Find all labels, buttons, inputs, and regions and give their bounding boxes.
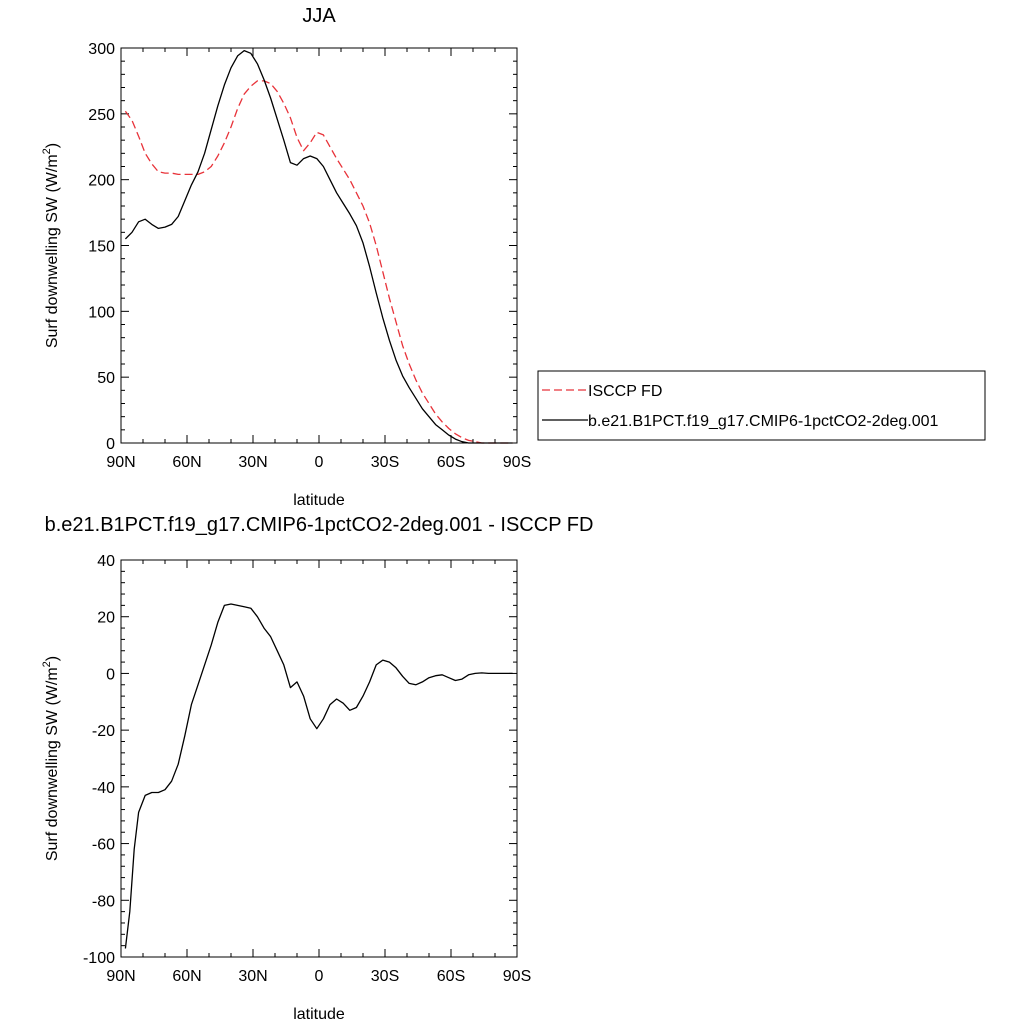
y-tick-label: -100 — [83, 950, 115, 967]
y-axis-title: Surf downwelling SW (W/m2) — [41, 656, 61, 861]
bottom-panel-difference: b.e21.B1PCT.f19_g17.CMIP6-1pctCO2-2deg.0… — [41, 514, 593, 1023]
y-axis-title: Surf downwelling SW (W/m2) — [41, 143, 61, 348]
y-tick-label: 150 — [88, 239, 115, 256]
y-tick-label: 250 — [88, 107, 115, 124]
y-tick-label: 0 — [106, 436, 115, 453]
y-tick-label: -40 — [92, 780, 115, 797]
x-tick-label: 30N — [238, 968, 267, 985]
plot-frame — [120, 47, 518, 444]
x-tick-label: 30S — [371, 968, 399, 985]
x-tick-label: 0 — [315, 454, 324, 471]
legend: ISCCP FD b.e21.B1PCT.f19_g17.CMIP6-1pctCO… — [537, 370, 986, 441]
series-line-isccp-fd — [124, 80, 513, 444]
chart-title: JJA — [302, 5, 336, 27]
x-axis-title: latitude — [293, 1006, 345, 1023]
plot-frame — [120, 559, 518, 958]
x-tick-label: 60N — [172, 968, 201, 985]
y-tick-label: 300 — [88, 41, 115, 58]
x-tick-label: 90N — [106, 968, 135, 985]
y-tick-label: 50 — [97, 370, 115, 387]
x-tick-label: 30N — [238, 454, 267, 471]
y-tick-label: -20 — [92, 723, 115, 740]
y-tick-label: 100 — [88, 304, 115, 321]
x-axis-title: latitude — [293, 492, 345, 509]
y-tick-label: -60 — [92, 837, 115, 854]
x-tick-label: 60S — [437, 454, 465, 471]
y-axis-title-sup: 2 — [41, 148, 53, 154]
top-panel-jja: JJA 90N 60N 30N 0 30S 60S 90S 0 50 100 150 200 250 300… — [41, 5, 531, 509]
y-axis-title-main: Surf downwelling SW (W/m — [44, 667, 61, 861]
y-axis-title-main: Surf downwelling SW (W/m — [44, 154, 61, 348]
y-tick-label: 40 — [97, 553, 115, 570]
legend-box — [537, 370, 986, 441]
legend-label: b.e21.B1PCT.f19_g17.CMIP6-1pctCO2-2deg.0… — [588, 413, 939, 430]
x-tick-label: 90S — [503, 968, 531, 985]
x-tick-label: 90S — [503, 454, 531, 471]
series-line-model — [124, 49, 513, 444]
x-tick-label: 0 — [315, 968, 324, 985]
y-axis-title-tail: ) — [44, 143, 61, 148]
y-tick-label: 0 — [106, 666, 115, 683]
x-tick-label: 90N — [106, 454, 135, 471]
y-tick-label: 200 — [88, 173, 115, 190]
series-line-difference — [124, 603, 513, 949]
x-tick-label: 60S — [437, 968, 465, 985]
legend-label: ISCCP FD — [588, 383, 662, 400]
x-tick-label: 60N — [172, 454, 201, 471]
y-tick-label: -80 — [92, 893, 115, 910]
chart-title: b.e21.B1PCT.f19_g17.CMIP6-1pctCO2-2deg.0… — [45, 514, 594, 536]
y-tick-label: 20 — [97, 610, 115, 627]
y-axis-title-sup: 2 — [41, 661, 53, 667]
x-tick-label: 30S — [371, 454, 399, 471]
y-axis-title-tail: ) — [44, 656, 61, 661]
